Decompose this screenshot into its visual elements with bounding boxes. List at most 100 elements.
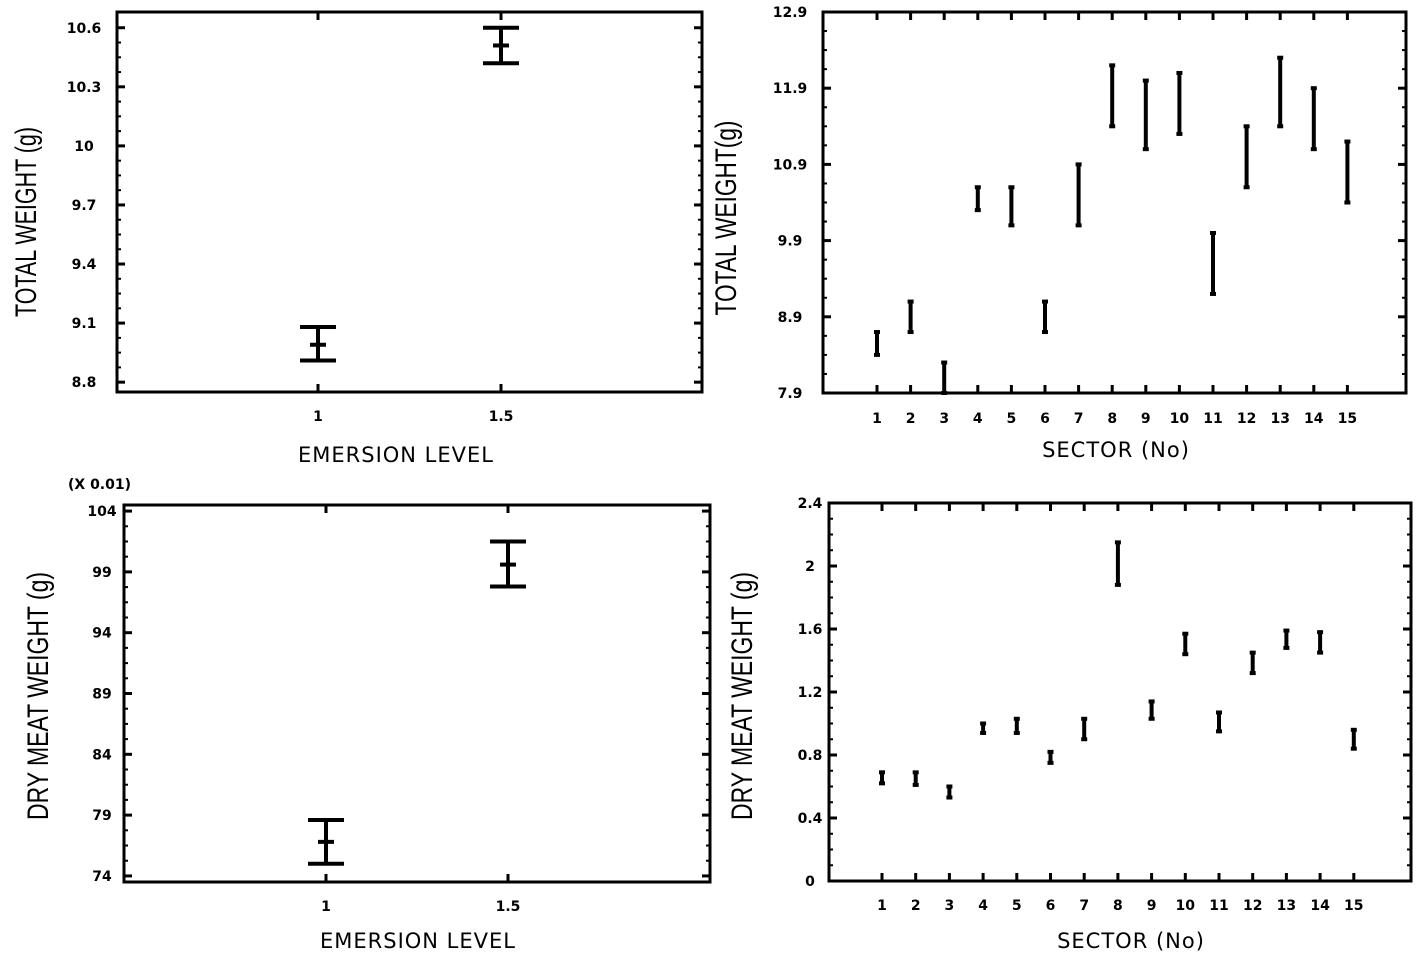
error-bar [980, 721, 987, 735]
error-bar [1243, 124, 1250, 190]
x-tick-label: 2 [906, 411, 916, 427]
error-bar [308, 817, 344, 866]
x-axis-title: SECTOR (No) [1042, 438, 1190, 462]
plot-frame [122, 503, 712, 884]
plot-frame [827, 501, 1413, 883]
x-tick-label: 8 [1113, 898, 1123, 914]
error-bar [1042, 299, 1048, 335]
y-tick-label: 7.9 [778, 386, 803, 402]
error-bar [1350, 727, 1357, 751]
panel-total-weight-sector: TOTAL WEIGHT(g) SECTOR (No) 12.9 11.9 10.9… [710, 5, 1408, 462]
error-bar [300, 325, 336, 363]
error-bar [490, 539, 526, 589]
y-tick-label: 89 [92, 687, 111, 703]
x-axis-title: EMERSION LEVEL [298, 443, 494, 467]
error-bar [1109, 63, 1116, 129]
x-tick-label: 1 [877, 898, 887, 914]
error-bar [1008, 185, 1015, 228]
error-bar [1317, 630, 1324, 655]
error-bar [974, 185, 981, 213]
error-bar [912, 770, 919, 787]
y-tick-label: 1.6 [798, 622, 823, 638]
error-bar [946, 784, 953, 800]
y-axis-title: TOTAL WEIGHT(g) [710, 121, 743, 316]
y-tick-label: 9.1 [72, 316, 97, 332]
y-axis-title: TOTAL WEIGHT (g) [10, 127, 43, 317]
panel-total-weight-emersion: TOTAL WEIGHT (g) EMERSION LEVEL 10.6 10.3… [10, 10, 704, 467]
x-tick-label: 1 [313, 409, 323, 425]
error-bar [1075, 162, 1082, 228]
error-bar [1142, 78, 1149, 152]
y-tick-label: 8.9 [778, 310, 803, 326]
error-bar [1344, 139, 1351, 205]
x-axis-title: EMERSION LEVEL [320, 929, 516, 953]
error-bar [1283, 628, 1290, 650]
error-bar [1148, 699, 1155, 721]
x-tick-label: 6 [1040, 411, 1050, 427]
error-bar [1249, 650, 1256, 676]
error-bar [941, 360, 948, 395]
y-axis-title: DRY MEAT WEIGHT (g) [22, 572, 55, 820]
y-tick-label: 9.7 [72, 198, 97, 214]
plot-frame [115, 10, 704, 394]
error-bar [1182, 631, 1189, 657]
y-tick-label: 74 [92, 869, 112, 885]
y-tick-label: 94 [92, 626, 112, 642]
x-tick-label: 15 [1338, 411, 1357, 427]
y-tick-label: 84 [92, 747, 112, 763]
x-tick-label: 5 [1007, 411, 1017, 427]
y-tick-label: 10.3 [67, 80, 102, 96]
x-tick-label: 3 [939, 411, 949, 427]
x-tick-label: 13 [1277, 898, 1296, 914]
x-tick-label: 14 [1304, 411, 1324, 427]
y-tick-label: 104 [87, 504, 116, 520]
x-axis-title: SECTOR (No) [1057, 929, 1205, 953]
error-bar [1216, 710, 1222, 734]
y-tick-label: 99 [92, 565, 111, 581]
x-tick-label: 4 [978, 898, 988, 914]
panel-dry-meat-sector: DRY MEAT WEIGHT (g) SECTOR (No) 2.4 2 1.6 1… [726, 496, 1413, 953]
y-tick-label: 79 [92, 808, 111, 824]
y-tick-label: 1.2 [798, 685, 823, 701]
x-tick-label: 4 [973, 411, 983, 427]
y-scale-note: (X 0.01) [68, 477, 131, 493]
error-bar [879, 770, 885, 786]
error-bar [1081, 716, 1088, 742]
y-tick-label: 12.9 [773, 5, 808, 21]
x-tick-label: 12 [1237, 411, 1256, 427]
y-axis-title: DRY MEAT WEIGHT (g) [726, 572, 759, 820]
y-tick-label: 9.9 [778, 234, 803, 250]
y-tick-label: 2 [805, 559, 815, 575]
x-tick-label: 10 [1170, 411, 1190, 427]
x-tick-label: 14 [1310, 898, 1330, 914]
y-tick-label: 9.4 [72, 257, 97, 273]
y-tick-label: 11.9 [773, 81, 808, 97]
x-tick-label: 11 [1203, 411, 1222, 427]
error-bar [907, 299, 914, 335]
panel-dry-meat-emersion: (X 0.01) DRY MEAT WEIGHT (g) EMERSION LE… [22, 477, 712, 953]
x-tick-label: 15 [1344, 898, 1363, 914]
x-tick-label: 13 [1270, 411, 1289, 427]
y-tick-label: 0.8 [798, 748, 823, 764]
x-tick-label: 12 [1243, 898, 1262, 914]
error-bar [1310, 86, 1317, 152]
x-tick-label: 7 [1074, 411, 1084, 427]
x-tick-label: 9 [1141, 411, 1151, 427]
y-tick-label: 2.4 [798, 496, 823, 512]
x-tick-label: 2 [911, 898, 921, 914]
y-tick-label: 0.4 [798, 811, 823, 827]
x-tick-label: 3 [945, 898, 955, 914]
y-tick-label: 0 [805, 874, 815, 890]
error-bar [874, 330, 880, 357]
x-tick-label: 7 [1079, 898, 1089, 914]
x-tick-label: 1.5 [489, 409, 514, 425]
plot-frame [821, 10, 1408, 395]
x-tick-label: 8 [1107, 411, 1117, 427]
error-bar [1047, 749, 1054, 765]
error-bar [1210, 230, 1216, 296]
x-tick-label: 9 [1147, 898, 1157, 914]
y-tick-label: 10 [74, 139, 94, 155]
y-tick-label: 8.8 [72, 375, 97, 391]
error-bar [1013, 716, 1020, 735]
